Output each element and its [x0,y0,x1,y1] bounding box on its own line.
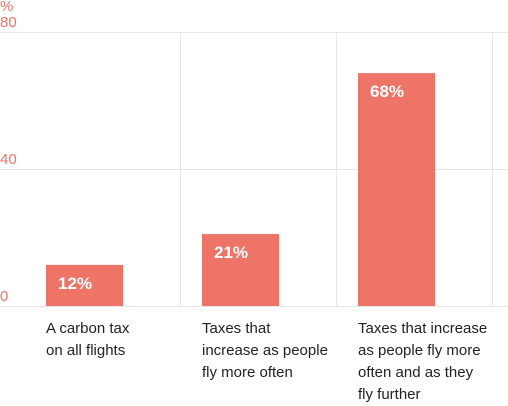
bar [46,264,123,306]
category-label-line: Taxes that increase [358,320,487,337]
bar-value-label: 21% [214,243,248,262]
y-tick-label: 80 [0,14,17,31]
category-label-line: increase as people [202,342,328,359]
vertical-dividers [180,32,493,306]
category-label: Taxes that increase as people fly more oft… [202,320,328,381]
bar [202,234,279,306]
category-label-line: often and as they [358,364,474,381]
category-label-line: fly more often [202,364,293,381]
y-axis-ticks: % 0 40 80 [0,0,17,305]
category-label: Taxes that increase as people fly more oft… [358,320,487,403]
category-label-line: A carbon tax [46,320,130,337]
bar-value-label: 12% [58,274,92,293]
category-label-line: fly further [358,386,421,403]
category-label-line: on all flights [46,342,125,359]
y-axis-unit: % [0,0,13,15]
bars: 12% 21% 68% [46,73,435,306]
category-label-line: Taxes that [202,320,271,337]
y-tick-label: 0 [0,288,8,305]
category-label: A carbon tax on all flights [46,320,130,359]
category-label-line: as people fly more [358,342,481,359]
bar-value-label: 68% [370,82,404,101]
category-labels: A carbon tax on all flights Taxes that incr… [46,320,487,403]
y-tick-label: 40 [0,151,17,168]
bar [358,73,435,306]
